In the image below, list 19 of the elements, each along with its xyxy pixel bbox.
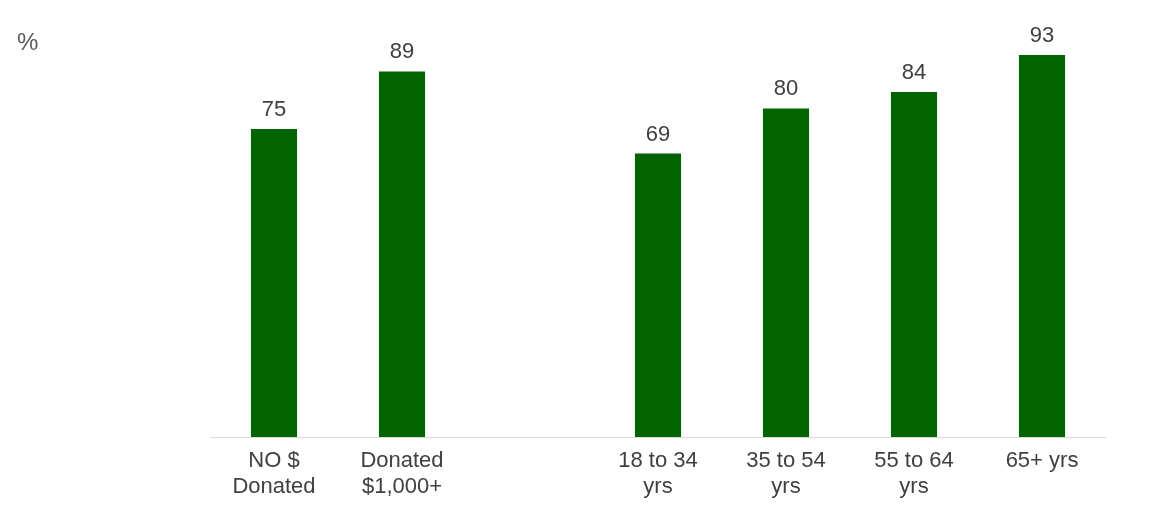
x-tick-label: 18 to 34 yrs (618, 446, 698, 498)
data-label: 69 (645, 120, 671, 146)
data-label: 84 (901, 58, 927, 84)
x-tick-label: Donated $1,000+ (360, 446, 444, 498)
x-tick-label: 35 to 54 yrs (746, 446, 826, 498)
bar (890, 91, 938, 437)
data-label: 80 (773, 75, 799, 101)
x-tick-label: 55 to 64 yrs (874, 446, 954, 498)
bar (378, 71, 426, 437)
text: % (17, 28, 39, 55)
bar (762, 108, 810, 437)
x-tick-label: NO $ Donated (232, 446, 316, 498)
bar (250, 128, 298, 437)
x-tick-label: 65+ yrs (1005, 446, 1079, 472)
data-label: 93 (1029, 22, 1055, 47)
bar (634, 153, 682, 437)
data-label: 89 (389, 38, 415, 64)
bar (1018, 55, 1066, 437)
data-label: 75 (261, 95, 287, 121)
